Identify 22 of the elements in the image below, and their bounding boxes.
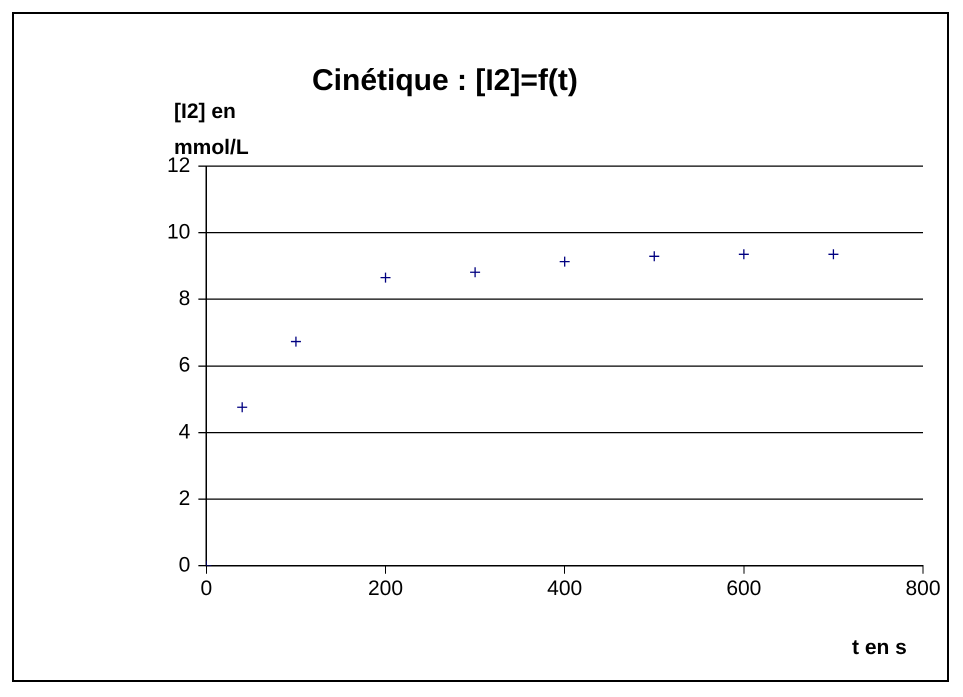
x-axis-title: t en s [852, 636, 907, 660]
point [469, 266, 481, 278]
point [290, 336, 302, 348]
point [738, 248, 750, 260]
x-tick-label: 800 [905, 577, 941, 600]
point [559, 256, 570, 268]
y-tick-label: 8 [178, 287, 190, 310]
x-tick-label: 600 [726, 577, 762, 600]
point [236, 402, 248, 413]
y-tick-label: 2 [178, 486, 190, 510]
x-tick-label: 400 [547, 577, 582, 600]
point [828, 248, 840, 260]
y-tick-label: 6 [178, 354, 190, 377]
y-tick-label: 0 [178, 554, 190, 577]
y-tick-label: 10 [167, 220, 190, 244]
y-tick-label: 12 [167, 154, 190, 177]
x-tick-label: 200 [368, 577, 404, 600]
point [380, 272, 392, 284]
point [648, 250, 660, 262]
x-tick-label: 0 [200, 577, 212, 600]
y-tick-label: 4 [178, 420, 191, 444]
chart-title: Cinétique : [I2]=f(t) [312, 64, 578, 98]
